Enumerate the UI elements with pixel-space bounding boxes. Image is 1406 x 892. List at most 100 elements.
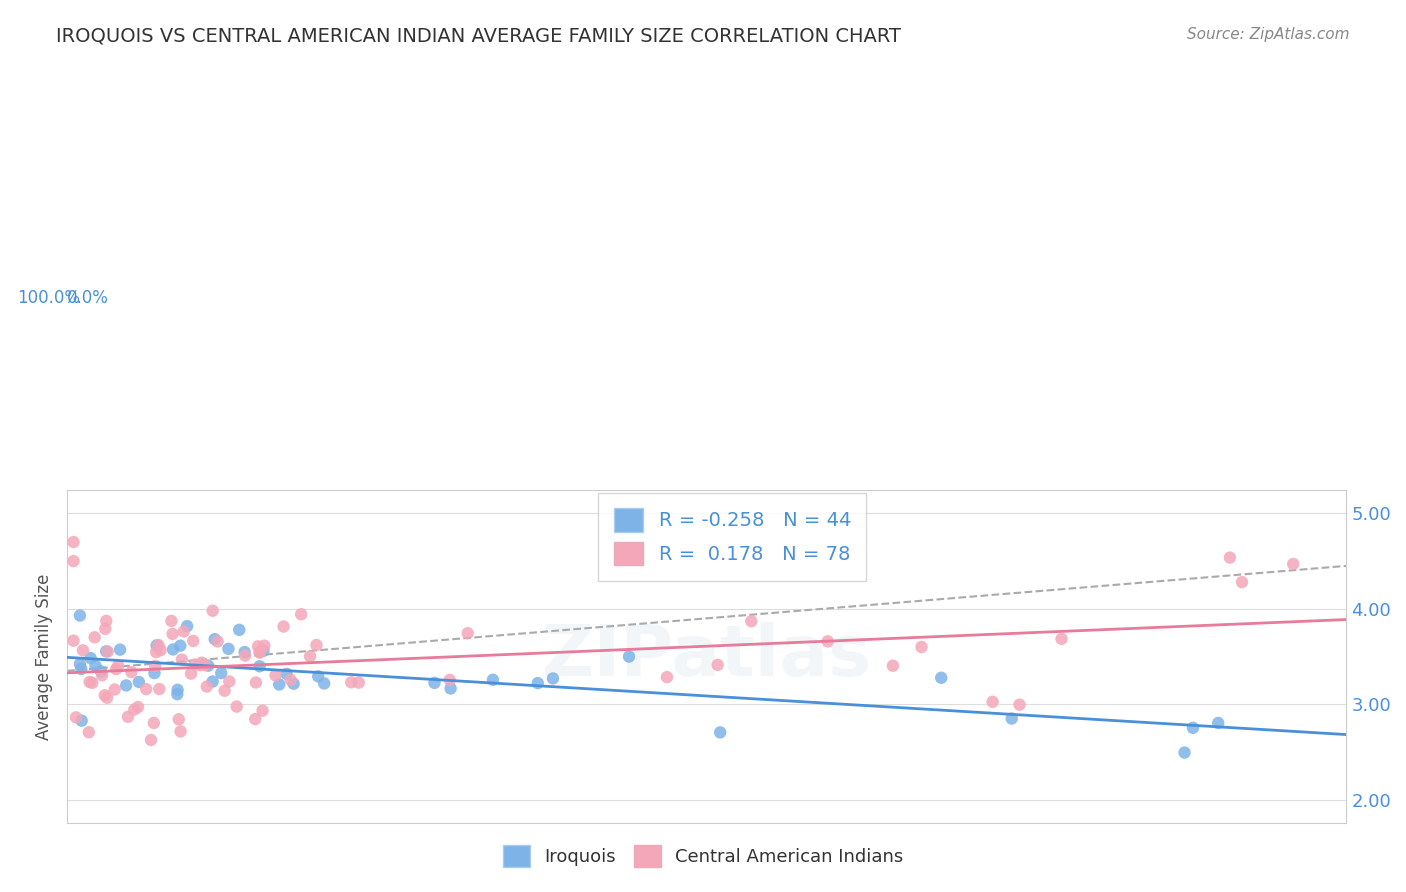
Point [148,681,170,696]
Text: ZIPatlas: ZIPatlas [541,622,872,691]
Point [817,634,839,648]
Point [314,676,336,690]
Point [929,671,952,685]
Point [214,683,236,698]
Point [207,634,229,648]
Point [233,648,256,663]
Point [148,638,170,652]
Point [105,662,128,676]
Point [62,535,84,549]
Point [225,699,247,714]
Point [96,690,118,705]
Point [423,676,446,690]
Point [1174,746,1197,760]
Point [299,649,322,664]
Point [90,665,112,679]
Point [233,645,256,659]
Point [84,658,107,673]
Point [127,700,149,714]
Point [160,614,183,628]
Point [201,604,224,618]
Point [252,704,274,718]
Point [209,666,232,681]
Point [740,614,762,628]
Point [91,668,114,682]
Point [93,688,115,702]
Text: 0.0%: 0.0% [67,289,110,307]
Point [249,646,271,660]
Point [107,658,129,673]
Point [181,634,204,648]
Point [245,712,267,726]
Point [149,643,172,657]
Point [217,641,239,656]
Point [340,675,363,690]
Point [188,658,211,673]
Y-axis label: Average Family Size: Average Family Size [35,574,53,739]
Point [218,674,240,689]
Point [83,630,105,644]
Point [276,666,298,681]
Point [273,619,295,633]
Point [72,643,94,657]
Point [228,623,250,637]
Point [706,657,728,672]
Point [1230,575,1253,590]
Point [62,554,84,568]
Point [169,639,191,653]
Text: Source: ZipAtlas.com: Source: ZipAtlas.com [1187,27,1350,42]
Point [882,658,904,673]
Legend: Iroquois, Central American Indians: Iroquois, Central American Indians [495,838,911,874]
Point [190,656,212,670]
Point [1050,632,1073,646]
Point [183,657,205,672]
Point [166,682,188,697]
Point [482,673,505,687]
Point [290,607,312,622]
Legend: R = -0.258   N = 44, R =  0.178   N = 78: R = -0.258 N = 44, R = 0.178 N = 78 [598,492,866,581]
Point [97,644,120,658]
Text: IROQUOIS VS CENTRAL AMERICAN INDIAN AVERAGE FAMILY SIZE CORRELATION CHART: IROQUOIS VS CENTRAL AMERICAN INDIAN AVER… [56,27,901,45]
Point [249,645,271,659]
Point [104,682,127,697]
Point [70,714,93,728]
Point [201,674,224,689]
Point [173,624,195,639]
Point [1008,698,1031,712]
Point [94,622,117,636]
Point [264,668,287,682]
Point [457,626,479,640]
Point [96,644,118,658]
Point [143,659,166,673]
Point [283,676,305,690]
Point [120,665,142,679]
Point [170,652,193,666]
Point [145,645,167,659]
Point [307,669,329,683]
Point [541,672,564,686]
Point [1219,550,1241,565]
Point [252,644,274,658]
Point [143,666,166,681]
Point [62,633,84,648]
Point [193,658,215,673]
Point [253,639,276,653]
Point [617,649,640,664]
Point [197,658,219,673]
Point [82,676,104,690]
Point [142,715,165,730]
Point [247,640,270,654]
Point [139,733,162,747]
Point [167,712,190,726]
Point [145,639,167,653]
Point [162,642,184,657]
Point [65,710,87,724]
Point [79,675,101,690]
Point [176,619,198,633]
Point [180,666,202,681]
Point [124,702,146,716]
Point [280,673,302,687]
Point [1001,712,1024,726]
Point [249,659,271,673]
Point [439,673,461,687]
